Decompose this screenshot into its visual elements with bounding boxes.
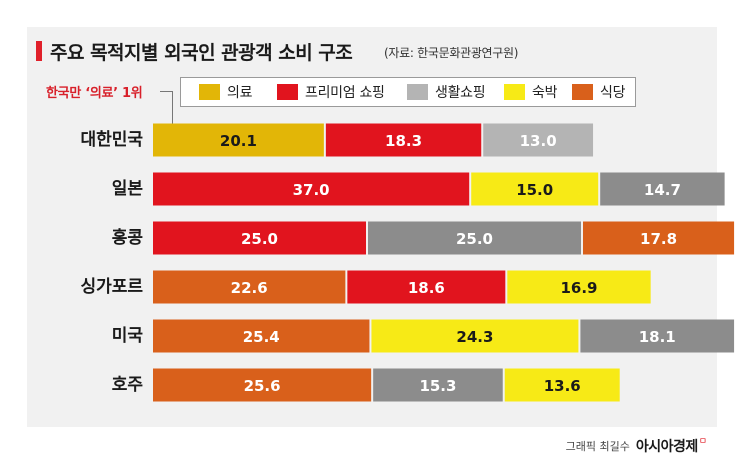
bar-segment	[325, 123, 482, 157]
bar-segment	[153, 221, 366, 255]
legend-swatch	[199, 84, 220, 100]
legend-swatch	[277, 84, 298, 100]
legend-label: 생활쇼핑	[435, 85, 486, 101]
bar-segment	[347, 270, 506, 304]
legend-label: 의료	[227, 85, 253, 101]
bar-segment	[580, 319, 735, 353]
bar-segment	[507, 270, 651, 304]
legend-label: 숙박	[532, 85, 558, 101]
legend-item-lodging: 숙박	[504, 78, 557, 106]
bar-segment	[371, 319, 579, 353]
bar-segment	[373, 368, 503, 402]
data-label: 25.0	[456, 230, 493, 248]
brand-mark-icon: ㅁ	[698, 436, 707, 447]
legend-item-restaurant: 식당	[572, 78, 625, 106]
brand-logo-text: 아시아경제	[635, 439, 698, 455]
data-label: 25.6	[244, 377, 281, 395]
data-label: 25.4	[243, 328, 280, 346]
legend-label: 식당	[600, 85, 626, 101]
data-label: 20.1	[220, 132, 257, 150]
data-label: 13.0	[520, 132, 557, 150]
legend-item-daily-shopping: 생활쇼핑	[407, 78, 486, 106]
annotation-leader-horizontal	[160, 91, 172, 92]
credit-text: 그래픽 최길수	[565, 440, 630, 453]
chart-title: 주요 목적지별 외국인 관광객 소비 구조	[50, 42, 353, 64]
legend-swatch	[572, 84, 593, 100]
category-label: 미국	[112, 326, 144, 346]
annotation-leader-vertical	[172, 91, 173, 124]
chart-source: (자료: 한국문화관광연구원)	[384, 46, 519, 60]
bar-segment	[471, 172, 599, 206]
legend-item-premium-shopping: 프리미엄 쇼핑	[277, 78, 385, 106]
bar-segment	[153, 270, 346, 304]
bar-segment	[153, 123, 324, 157]
category-label: 일본	[112, 179, 144, 199]
chart-legend: 의료 프리미엄 쇼핑 생활쇼핑 숙박 식당	[180, 77, 636, 107]
data-label: 15.0	[516, 181, 553, 199]
data-label: 18.1	[639, 328, 676, 346]
data-label: 18.3	[385, 132, 422, 150]
title-accent-bar	[36, 41, 42, 61]
legend-label: 프리미엄 쇼핑	[305, 85, 385, 101]
data-label: 25.0	[241, 230, 278, 248]
bar-segment	[153, 368, 372, 402]
bar-segment	[504, 368, 620, 402]
category-label: 대한민국	[80, 130, 143, 150]
data-label: 37.0	[293, 181, 330, 199]
legend-swatch	[407, 84, 428, 100]
bar-segment	[483, 123, 594, 157]
footer-credit: 그래픽 최길수 아시아경제 ㅁ	[566, 436, 707, 456]
bar-segment	[368, 221, 581, 255]
data-label: 18.6	[408, 279, 445, 297]
data-label: 14.7	[644, 181, 681, 199]
data-label: 17.8	[640, 230, 677, 248]
data-label: 13.6	[544, 377, 581, 395]
bar-segment	[153, 172, 470, 206]
data-label: 22.6	[231, 279, 268, 297]
category-label: 홍콩	[112, 227, 144, 248]
legend-item-medical: 의료	[199, 78, 252, 106]
chart-annotation: 한국만 ‘의료’ 1위	[46, 86, 143, 101]
bar-segment	[600, 172, 725, 206]
category-label: 싱가포르	[80, 277, 143, 297]
data-label: 15.3	[419, 377, 456, 395]
bar-segment	[583, 221, 735, 255]
bar-segment	[153, 319, 370, 353]
legend-swatch	[504, 84, 525, 100]
category-label: 호주	[112, 375, 144, 395]
data-label: 16.9	[560, 279, 597, 297]
data-label: 24.3	[456, 328, 493, 346]
